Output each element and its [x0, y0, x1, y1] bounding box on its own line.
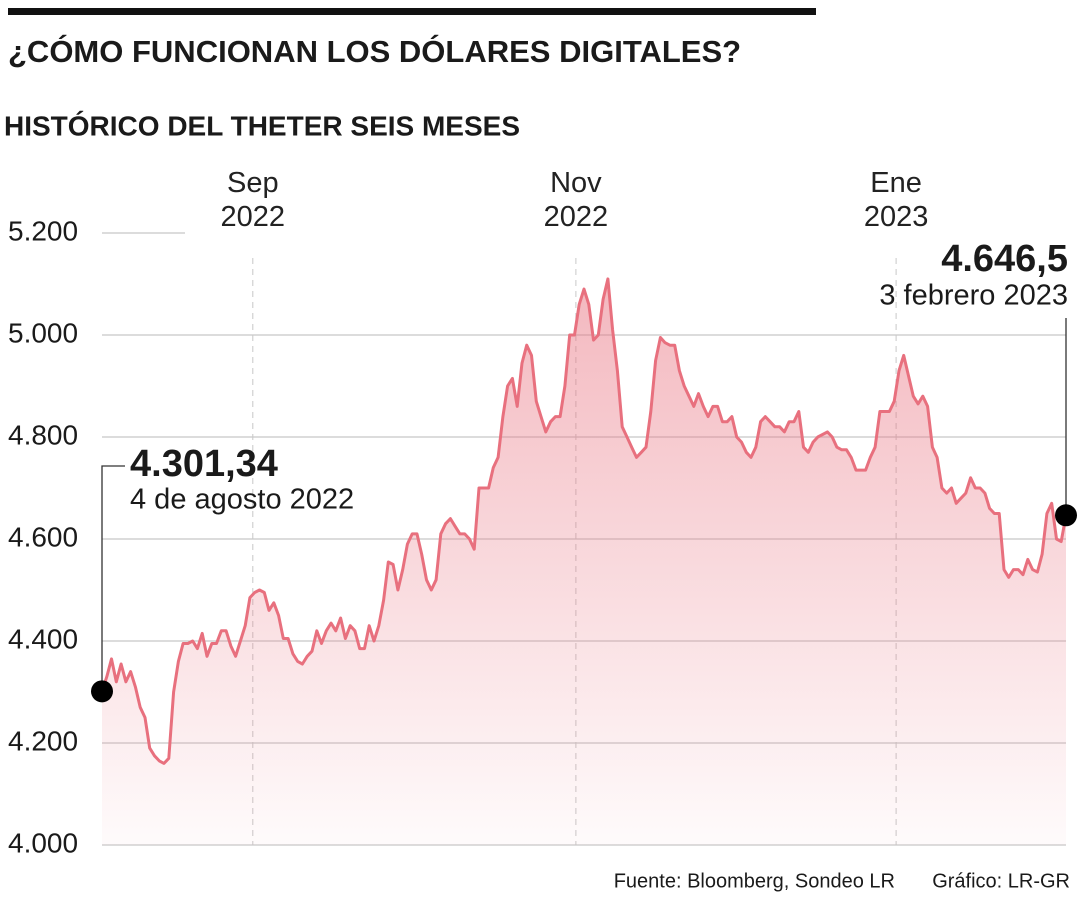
- y-tick-label: 4.800: [8, 419, 78, 450]
- chart-title: ¿CÓMO FUNCIONAN LOS DÓLARES DIGITALES?: [8, 33, 741, 69]
- point-marker: [91, 680, 113, 703]
- y-tick-label: 4.000: [8, 827, 78, 858]
- y-tick-label: 4.400: [8, 623, 78, 654]
- annotation-value: 4.301,34: [130, 443, 278, 485]
- chart-subtitle: HISTÓRICO DEL THETER SEIS MESES: [4, 110, 520, 141]
- source: Fuente: Bloomberg, Sondeo LR: [614, 870, 895, 892]
- line: [100, 277, 1068, 765]
- annotation-text: 3 febrero 2023: [879, 280, 1068, 312]
- top-bar: [8, 8, 816, 15]
- annotation-leader: [101, 465, 125, 692]
- point-marker: [1055, 504, 1077, 527]
- y-tick-label: 5.200: [8, 215, 78, 246]
- area: [102, 278, 1066, 845]
- credit: Gráfico: LR-GR: [932, 870, 1070, 892]
- x-tick-label: Nov 2022: [543, 167, 609, 233]
- y-tick-label: 4.600: [8, 521, 78, 552]
- y-tick-label: 4.200: [8, 725, 78, 756]
- x-tick-label: Ene 2023: [863, 167, 929, 233]
- annotation-text: 4 de agosto 2022: [130, 484, 354, 516]
- annotation-value: 4.646,5: [941, 238, 1068, 280]
- y-tick-label: 5.000: [8, 317, 78, 348]
- x-tick-label: Sep 2022: [220, 167, 286, 233]
